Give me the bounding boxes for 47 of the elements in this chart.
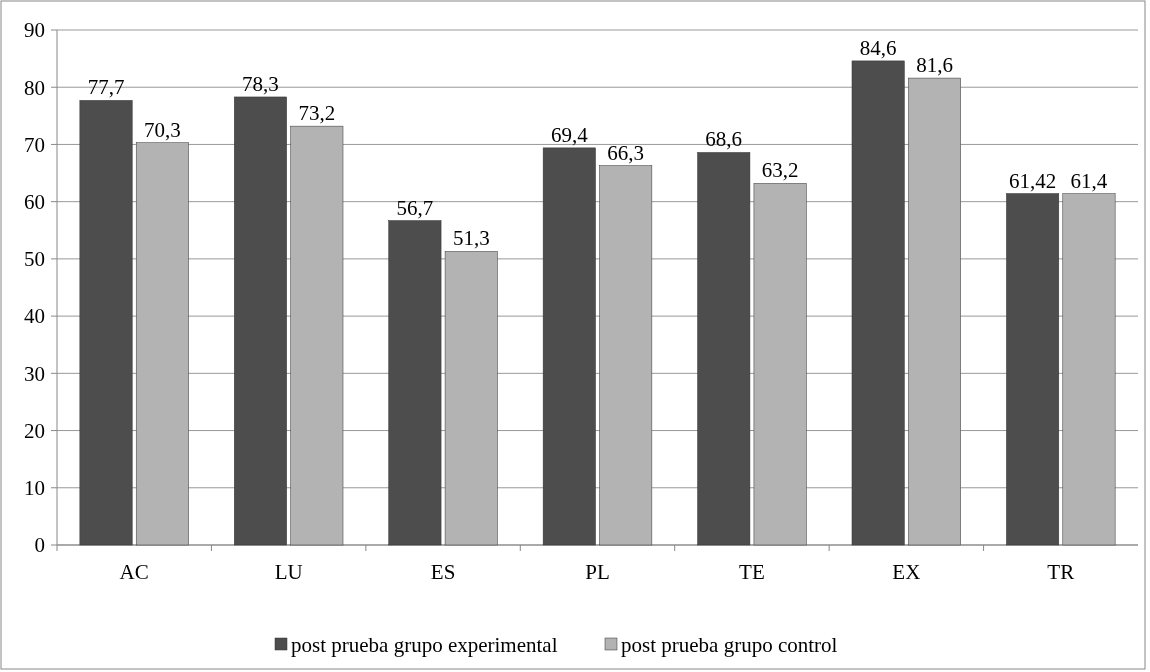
- data-label: 56,7: [396, 195, 434, 220]
- x-tick-label: ES: [430, 560, 456, 584]
- y-tick-label: 90: [24, 18, 45, 43]
- y-tick-label: 20: [24, 418, 45, 443]
- x-tick-label: PL: [585, 560, 610, 584]
- data-label: 70,3: [144, 117, 181, 142]
- data-label: 66,3: [607, 140, 645, 165]
- bar: [697, 152, 751, 546]
- y-tick-label: 50: [24, 247, 45, 272]
- y-tick-label: 70: [24, 132, 45, 157]
- legend-label: post prueba grupo experimental: [291, 633, 558, 657]
- y-tick-label: 30: [24, 361, 45, 386]
- bar: [851, 60, 905, 546]
- y-tick-label: 10: [24, 476, 45, 501]
- legend-label: post prueba grupo control: [621, 633, 838, 657]
- data-label: 78,3: [242, 71, 279, 96]
- y-tick-label: 60: [24, 190, 45, 215]
- x-tick-label: AC: [119, 560, 149, 584]
- x-tick-label: EX: [892, 560, 921, 584]
- bar: [234, 96, 287, 546]
- bar: [753, 183, 807, 546]
- bar: [444, 251, 498, 546]
- data-label: 77,7: [87, 75, 125, 100]
- x-tick-label: TE: [739, 560, 765, 584]
- bar: [290, 125, 344, 546]
- data-label: 81,6: [916, 53, 953, 78]
- x-tick-label: TR: [1047, 560, 1075, 584]
- bar: [135, 142, 189, 546]
- bar: [542, 147, 596, 546]
- data-label: 51,3: [452, 226, 490, 251]
- x-tick-label: LU: [274, 560, 303, 584]
- bar: [79, 100, 133, 546]
- data-label: 61,4: [1070, 168, 1108, 193]
- y-tick-label: 0: [34, 533, 45, 558]
- data-label: 68,6: [705, 127, 743, 152]
- bar: [1062, 193, 1116, 546]
- bar: [599, 165, 653, 546]
- bar: [1006, 193, 1060, 546]
- y-tick-label: 80: [24, 75, 45, 100]
- bar: [908, 77, 961, 546]
- y-tick-label: 40: [24, 304, 45, 329]
- data-label: 63,2: [761, 158, 799, 183]
- data-label: 84,6: [859, 35, 897, 60]
- data-label: 61,42: [1008, 168, 1057, 193]
- data-label: 73,2: [298, 101, 336, 126]
- bar: [388, 220, 442, 546]
- data-label: 69,4: [550, 122, 589, 147]
